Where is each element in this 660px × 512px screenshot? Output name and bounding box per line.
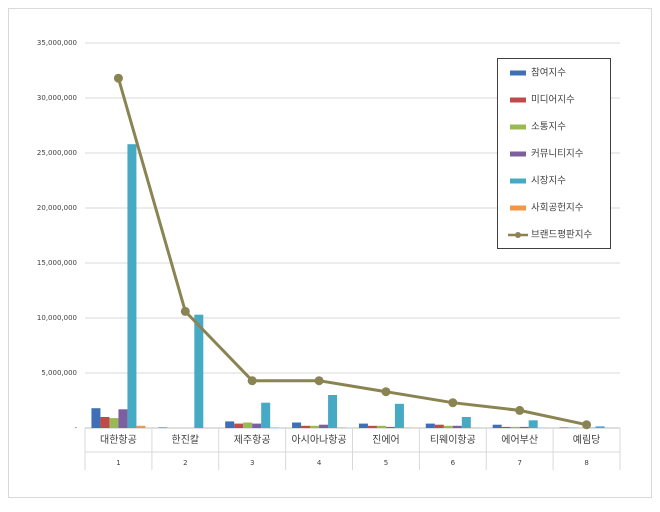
- bar: [435, 425, 444, 428]
- x-tick-label: 한진칼: [172, 433, 200, 446]
- x-tick-number: 1: [116, 459, 120, 467]
- legend-swatch: [510, 71, 526, 76]
- line-marker: [181, 307, 190, 316]
- x-tick-label: 진에어: [372, 434, 400, 446]
- bar: [243, 423, 252, 429]
- x-tick-label: 제주항공: [234, 434, 271, 446]
- legend-swatch: [510, 179, 526, 184]
- bar: [270, 427, 279, 428]
- legend-label: 브랜드평판지수: [531, 230, 592, 241]
- bar: [529, 420, 538, 428]
- bar: [252, 424, 261, 428]
- legend-swatch: [510, 98, 526, 103]
- x-tick-label: 예림당: [573, 434, 601, 446]
- line-marker: [448, 398, 457, 407]
- y-tick-label: 5,000,000: [41, 369, 77, 377]
- line-marker: [582, 420, 591, 429]
- bar: [511, 427, 520, 428]
- line-marker: [315, 376, 324, 385]
- bar: [158, 427, 167, 428]
- y-tick-label: 35,000,000: [37, 39, 77, 47]
- y-tick-label: 30,000,000: [37, 94, 77, 102]
- bar: [127, 144, 136, 428]
- legend-swatch: [510, 206, 526, 211]
- bar: [493, 425, 502, 428]
- bar: [301, 426, 310, 428]
- y-tick-label: 10,000,000: [37, 314, 77, 322]
- line-marker: [248, 376, 257, 385]
- legend-swatch: [510, 152, 526, 157]
- bar: [136, 426, 145, 428]
- bar: [377, 426, 386, 428]
- bar: [234, 424, 243, 428]
- legend-label: 소통지수: [531, 122, 566, 133]
- legend-label: 참여지수: [531, 67, 566, 79]
- bar: [118, 409, 127, 428]
- x-tick-number: 5: [384, 459, 388, 467]
- x-tick-number: 3: [250, 459, 254, 467]
- legend-label: 사회공헌지수: [531, 203, 584, 214]
- bar: [426, 424, 435, 428]
- x-tick-number: 4: [317, 459, 322, 467]
- bar: [310, 426, 319, 428]
- legend-marker: [515, 232, 521, 238]
- x-tick-number: 7: [517, 459, 521, 467]
- bar: [444, 426, 453, 428]
- bar: [395, 404, 404, 428]
- bar: [319, 425, 328, 428]
- bar: [100, 417, 109, 428]
- line-marker: [515, 406, 524, 415]
- legend-label: 시장지수: [531, 176, 566, 187]
- bar: [386, 427, 395, 428]
- line-marker: [114, 74, 123, 83]
- x-tick-label: 티웨이항공: [430, 434, 476, 446]
- x-tick-label: 대한항공: [100, 434, 137, 446]
- bar: [194, 315, 203, 428]
- bar: [225, 421, 234, 428]
- bar: [502, 427, 511, 428]
- bar: [91, 408, 100, 428]
- x-tick-number: 8: [584, 459, 588, 467]
- bar: [462, 417, 471, 428]
- bar: [453, 426, 462, 428]
- bar: [292, 423, 301, 429]
- bar: [109, 418, 118, 428]
- y-tick-label: 25,000,000: [37, 149, 77, 157]
- y-tick-label: 15,000,000: [37, 259, 77, 267]
- legend-swatch: [510, 125, 526, 130]
- x-tick-number: 2: [183, 459, 187, 467]
- bar: [520, 427, 529, 428]
- x-tick-label: 아시아나항공: [291, 434, 346, 446]
- bar: [328, 395, 337, 428]
- line-marker: [381, 387, 390, 396]
- legend-label: 미디어지수: [531, 95, 575, 106]
- x-tick-label: 에어부산: [501, 434, 538, 446]
- x-tick-number: 6: [451, 459, 456, 467]
- bar: [368, 426, 377, 428]
- bar: [359, 424, 368, 428]
- y-tick-label: 20,000,000: [37, 204, 77, 212]
- bar: [261, 403, 270, 428]
- bar: [560, 427, 569, 428]
- legend-label: 커뮤니티지수: [531, 149, 584, 160]
- bar: [337, 427, 346, 428]
- bar: [596, 426, 605, 428]
